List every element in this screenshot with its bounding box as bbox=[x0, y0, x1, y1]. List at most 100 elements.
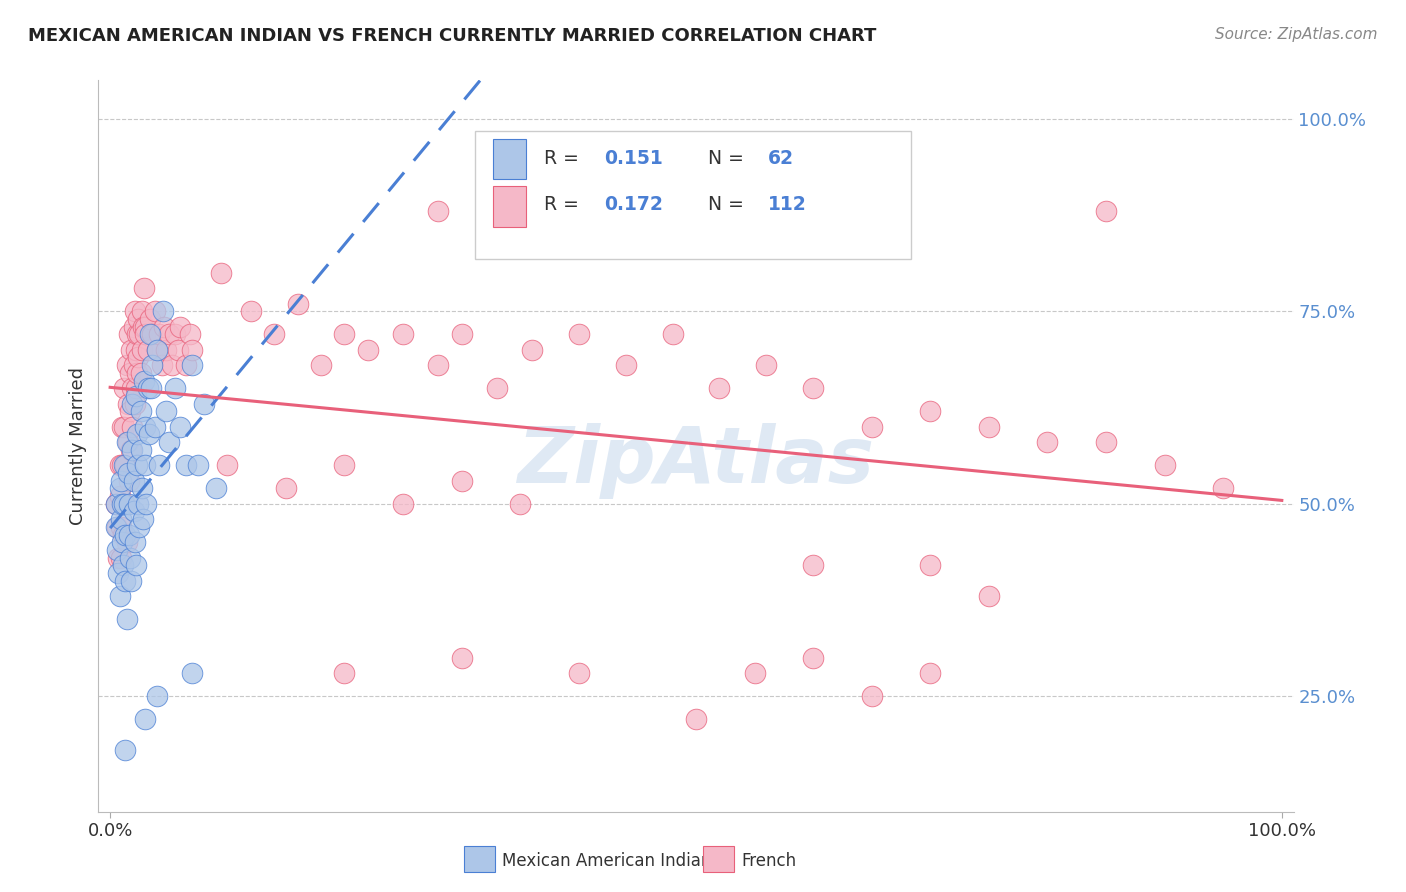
Point bbox=[1095, 435, 1118, 450]
Point bbox=[167, 343, 190, 357]
Point bbox=[125, 558, 148, 573]
Text: 0.151: 0.151 bbox=[605, 149, 662, 168]
Point bbox=[128, 327, 150, 342]
Point bbox=[118, 497, 141, 511]
Point bbox=[744, 666, 766, 681]
Point bbox=[333, 327, 356, 342]
Point bbox=[150, 358, 173, 372]
Point bbox=[112, 527, 135, 541]
Point bbox=[107, 550, 129, 565]
Point bbox=[181, 343, 204, 357]
Point bbox=[509, 497, 531, 511]
Point bbox=[181, 358, 204, 372]
Point bbox=[120, 574, 142, 588]
Point bbox=[111, 458, 134, 473]
Point bbox=[157, 327, 180, 342]
Point bbox=[120, 343, 142, 357]
Point bbox=[1036, 435, 1059, 450]
Point bbox=[450, 650, 472, 665]
Point bbox=[755, 358, 778, 372]
Point bbox=[143, 419, 166, 434]
Point bbox=[114, 574, 136, 588]
Point bbox=[122, 504, 145, 518]
Point bbox=[122, 474, 145, 488]
Text: N =: N = bbox=[709, 149, 749, 168]
Point bbox=[162, 358, 183, 372]
Point bbox=[121, 397, 143, 411]
Point bbox=[122, 319, 145, 334]
Point bbox=[801, 650, 824, 665]
Point bbox=[801, 558, 824, 573]
Point bbox=[115, 535, 138, 549]
Point bbox=[112, 497, 135, 511]
Point bbox=[121, 381, 143, 395]
Point bbox=[118, 527, 141, 541]
Point bbox=[544, 204, 567, 219]
Point bbox=[131, 304, 153, 318]
Point bbox=[108, 489, 131, 503]
Point bbox=[263, 327, 285, 342]
Point bbox=[117, 435, 139, 450]
Point bbox=[112, 458, 135, 473]
Point bbox=[626, 235, 648, 249]
Point bbox=[274, 481, 297, 495]
Point bbox=[122, 358, 145, 372]
Point bbox=[125, 381, 148, 395]
Point bbox=[134, 419, 156, 434]
Point bbox=[127, 366, 149, 380]
Point bbox=[217, 458, 239, 473]
Point bbox=[114, 497, 136, 511]
Point bbox=[977, 589, 1000, 603]
Point bbox=[174, 458, 197, 473]
Point bbox=[153, 319, 176, 334]
FancyBboxPatch shape bbox=[475, 131, 911, 260]
Point bbox=[114, 458, 136, 473]
Point bbox=[129, 404, 152, 418]
Point bbox=[134, 319, 156, 334]
Point bbox=[427, 358, 450, 372]
Point bbox=[105, 497, 128, 511]
Text: 62: 62 bbox=[768, 149, 793, 168]
Text: 0.172: 0.172 bbox=[605, 195, 662, 214]
Point bbox=[120, 404, 141, 418]
Point bbox=[139, 327, 162, 342]
Point bbox=[146, 343, 169, 357]
Point bbox=[121, 419, 143, 434]
Y-axis label: Currently Married: Currently Married bbox=[69, 367, 87, 525]
Point bbox=[520, 343, 543, 357]
Point bbox=[155, 404, 177, 418]
Point bbox=[169, 319, 191, 334]
Point bbox=[169, 419, 191, 434]
Point bbox=[112, 419, 135, 434]
Point bbox=[115, 612, 138, 626]
Point bbox=[287, 296, 309, 310]
Point bbox=[148, 327, 170, 342]
Point bbox=[120, 442, 142, 457]
Point bbox=[141, 381, 163, 395]
Point bbox=[174, 358, 197, 372]
Point bbox=[114, 527, 136, 541]
Point bbox=[309, 358, 332, 372]
Point bbox=[105, 520, 128, 534]
Point bbox=[125, 389, 148, 403]
Point bbox=[1212, 481, 1234, 495]
Point bbox=[204, 481, 226, 495]
Point bbox=[110, 520, 132, 534]
Point bbox=[392, 497, 415, 511]
Point bbox=[450, 327, 472, 342]
Point bbox=[111, 419, 134, 434]
Point bbox=[132, 319, 155, 334]
Point bbox=[124, 397, 146, 411]
Point bbox=[148, 458, 170, 473]
Point bbox=[132, 374, 156, 388]
Point bbox=[112, 558, 135, 573]
Point bbox=[920, 666, 942, 681]
Point bbox=[136, 343, 159, 357]
Point bbox=[239, 304, 262, 318]
Point bbox=[193, 397, 215, 411]
Point bbox=[105, 543, 128, 558]
Text: R =: R = bbox=[544, 149, 585, 168]
Point bbox=[134, 327, 156, 342]
Point bbox=[132, 281, 156, 295]
Point bbox=[155, 343, 177, 357]
